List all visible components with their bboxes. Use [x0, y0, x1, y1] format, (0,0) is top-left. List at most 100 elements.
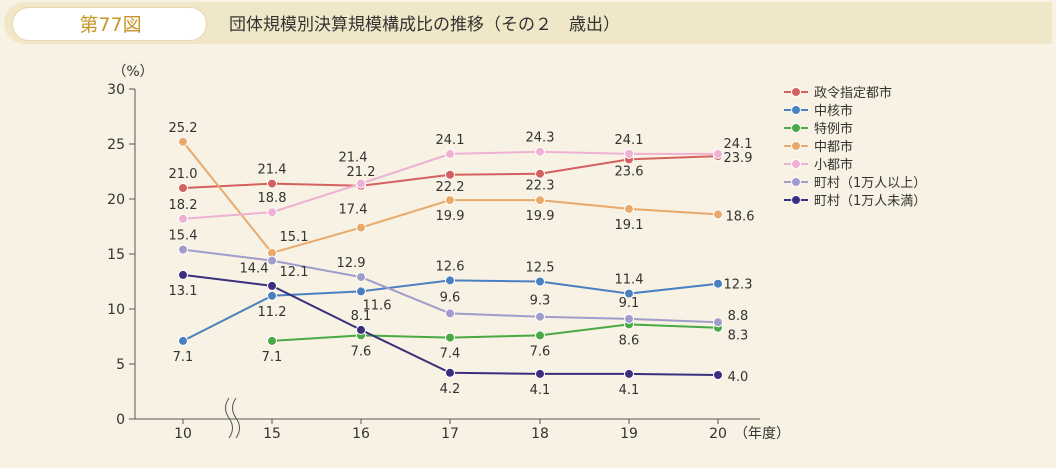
legend-swatch-marker	[791, 141, 801, 151]
data-point	[445, 148, 455, 159]
data-point	[535, 330, 545, 341]
axis-break-mark	[225, 397, 233, 439]
y-tick-label: 0	[116, 412, 125, 428]
axis-break-mark	[232, 397, 240, 439]
data-point	[267, 290, 277, 301]
data-point	[624, 368, 634, 379]
data-label: 11.4	[615, 273, 644, 288]
data-label: 18.8	[258, 191, 287, 206]
data-label: 18.2	[169, 198, 198, 213]
data-label: 14.4	[240, 262, 269, 277]
data-point	[267, 335, 277, 346]
data-point	[445, 275, 455, 286]
data-point	[178, 269, 188, 280]
y-tick-label: 20	[107, 192, 125, 208]
data-label: 4.0	[728, 370, 749, 385]
x-tick-label: 17	[441, 426, 459, 442]
data-label: 19.1	[615, 218, 644, 233]
data-label: 19.9	[436, 209, 465, 224]
legend-swatch-marker	[791, 87, 801, 97]
data-point	[445, 332, 455, 343]
y-tick-label: 25	[107, 137, 125, 153]
data-label: 25.2	[169, 121, 198, 136]
data-label: 11.2	[258, 305, 287, 320]
data-point	[713, 370, 723, 380]
data-point	[178, 213, 188, 224]
data-label: 4.2	[440, 382, 461, 397]
y-tick-label: 5	[116, 357, 125, 373]
data-point	[178, 244, 188, 255]
legend-swatch-marker	[791, 195, 801, 205]
x-axis-unit: （年度）	[734, 426, 790, 442]
data-point	[535, 276, 545, 287]
data-label: 12.1	[280, 265, 309, 280]
data-point	[178, 136, 188, 147]
data-label: 23.9	[724, 151, 753, 166]
data-label: 21.4	[339, 151, 368, 166]
chart-axes: 0 5 10 15 20 25 30 （%） 10 15 16 17 18 19 20 （年度）	[107, 64, 790, 442]
data-point	[445, 169, 455, 180]
data-label: 15.1	[280, 230, 309, 245]
data-label: 11.6	[363, 298, 392, 313]
data-point	[624, 203, 634, 214]
data-label: 4.1	[619, 383, 640, 398]
data-label: 12.5	[526, 261, 555, 276]
x-tick-label: 20	[709, 426, 727, 442]
data-label: 4.1	[530, 383, 551, 398]
data-point	[267, 207, 277, 218]
figure-number-badge: 第77図	[12, 7, 207, 41]
legend-swatch-marker	[791, 177, 801, 187]
data-point	[356, 178, 366, 189]
data-label: 12.3	[724, 278, 753, 293]
data-label: 17.4	[339, 203, 368, 218]
data-point	[535, 195, 545, 206]
data-point	[445, 195, 455, 206]
data-label: 21.0	[169, 167, 198, 182]
data-point	[445, 308, 455, 319]
data-label: 24.1	[615, 133, 644, 148]
x-tick-label: 16	[352, 426, 370, 442]
data-label: 21.2	[347, 165, 376, 180]
data-label: 9.3	[530, 294, 551, 309]
legend-label: 小都市	[814, 157, 853, 173]
legend-swatch-marker	[791, 123, 801, 133]
data-point	[713, 278, 723, 289]
data-point	[356, 324, 366, 335]
legend-label: 町村（1万人未満）	[814, 194, 926, 209]
legend-swatch-marker	[791, 159, 801, 169]
data-label: 7.6	[351, 344, 372, 359]
legend-label: 中都市	[814, 139, 853, 155]
data-point	[535, 146, 545, 157]
x-tick-label: 18	[531, 426, 549, 442]
legend-label: 特例市	[814, 121, 853, 137]
data-label: 8.1	[351, 309, 372, 324]
data-point	[267, 280, 277, 291]
data-label: 18.6	[726, 209, 755, 224]
chart-data-points	[178, 136, 723, 380]
data-label: 7.1	[262, 350, 283, 365]
figure-number: 第77図	[79, 14, 142, 36]
legend-label: 政令指定都市	[814, 85, 892, 101]
data-point	[445, 367, 455, 378]
data-point	[713, 317, 723, 328]
data-point	[535, 168, 545, 179]
data-label: 13.1	[169, 284, 198, 299]
data-label: 23.6	[615, 164, 644, 179]
data-point	[267, 255, 277, 266]
figure-title: 団体規模別決算規模構成比の推移（その２ 歳出）	[229, 15, 620, 35]
data-label: 22.2	[436, 180, 465, 195]
data-label: 19.9	[526, 209, 555, 224]
y-tick-label: 15	[107, 247, 125, 263]
data-label: 22.3	[526, 179, 555, 194]
data-point	[535, 368, 545, 379]
data-label: 8.8	[728, 309, 749, 324]
data-point	[178, 183, 188, 193]
y-tick-label: 10	[107, 302, 125, 318]
data-label: 24.3	[526, 131, 555, 146]
data-label: 9.1	[619, 296, 640, 311]
figure-header: 第77図 団体規模別決算規模構成比の推移（その２ 歳出）	[4, 2, 1052, 44]
data-point	[713, 209, 723, 220]
data-label: 7.1	[173, 350, 194, 365]
